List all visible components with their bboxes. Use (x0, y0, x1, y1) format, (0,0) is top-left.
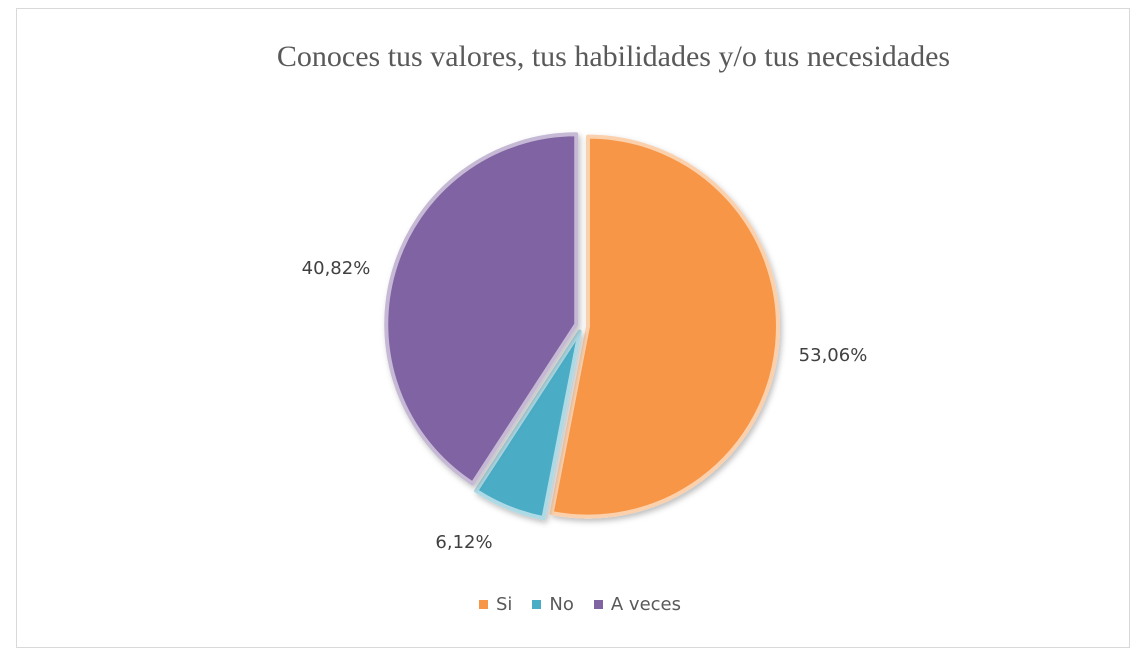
legend-swatch (532, 600, 542, 609)
legend-label: A veces (610, 594, 682, 615)
pie-data-labels: 53,06% 6,12% 40,82% (302, 258, 868, 553)
legend-label: Si (495, 594, 513, 615)
legend-item-si: Si (478, 594, 513, 615)
pie-slice-si (549, 134, 780, 519)
pie-slice-a-veces (384, 132, 579, 486)
data-label-no: 6,12% (435, 532, 492, 553)
data-label-si: 53,06% (799, 345, 868, 366)
pie-slices (384, 132, 780, 521)
legend-swatch (593, 600, 603, 609)
legend-label: No (549, 594, 574, 615)
pie-slice-no (474, 329, 582, 521)
legend: Si No A veces (0, 594, 1148, 615)
legend-item-a-veces: A veces (593, 594, 682, 615)
chart-title: Conoces tus valores, tus habilidades y/o… (276, 40, 951, 73)
data-label-a-veces: 40,82% (302, 258, 371, 279)
legend-swatch (478, 600, 488, 609)
legend-item-no: No (532, 594, 574, 615)
